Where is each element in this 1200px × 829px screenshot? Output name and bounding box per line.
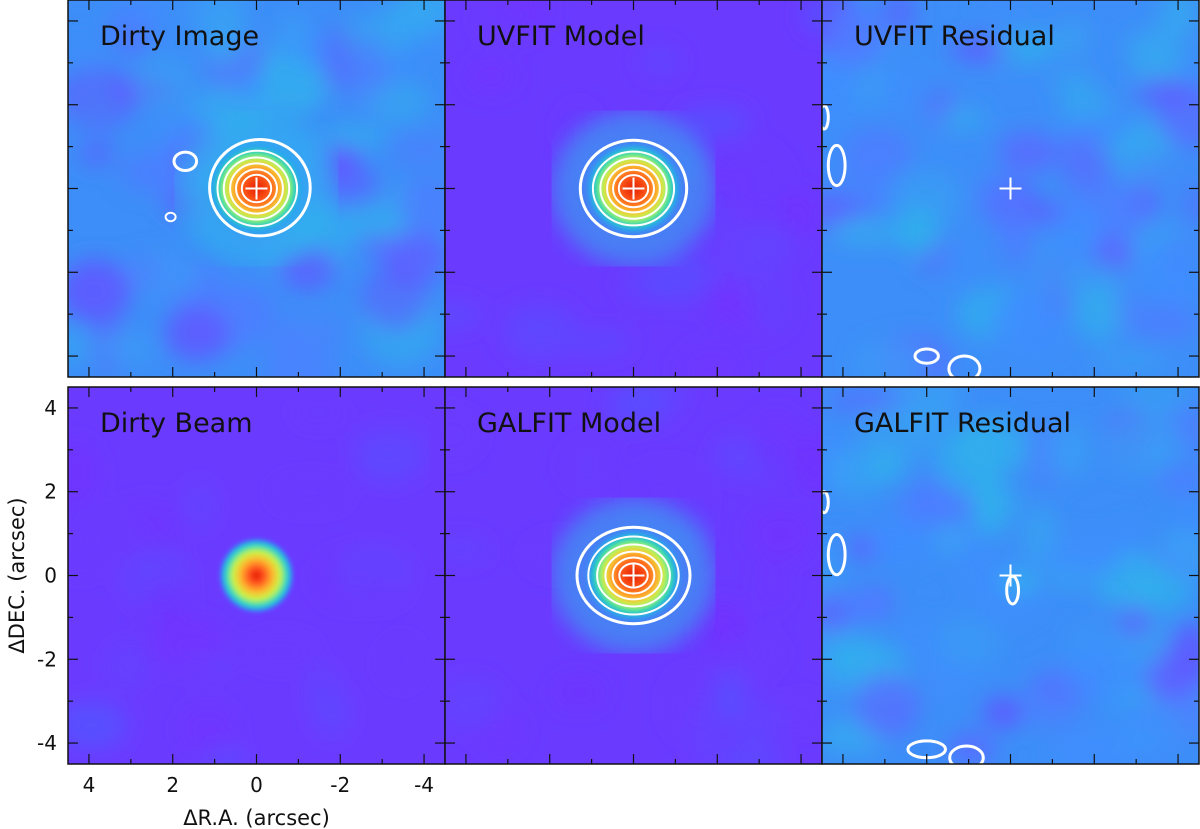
dirty-beam-texture: [68, 398, 430, 764]
galfit-model-contour-2: [596, 543, 671, 608]
y-axis-label: ΔDEC. (arcsec): [5, 497, 29, 653]
galfit-residual-texture: [822, 387, 1199, 764]
galfit-residual-title: GALFIT Residual: [854, 408, 1071, 439]
panel-galfit-residual: GALFIT Residual: [821, 386, 1200, 765]
dirty-beam-source: [218, 537, 295, 614]
y-tick-label: 0: [44, 564, 57, 588]
galfit-residual-frame: [821, 386, 1200, 765]
x-tick-label: -4: [414, 773, 434, 797]
axes-layer: 4 2 0 -2 -4 4 2 0 -2 -4 ΔR.A. (arcsec) ΔDEC. (arcse…: [5, 396, 434, 829]
x-tick-label: 4: [83, 773, 96, 797]
galfit-residual-contour-0: [826, 533, 847, 577]
x-tick-label: -2: [330, 773, 350, 797]
galfit-model-contour-1: [587, 535, 680, 616]
uvfit-residual-contour-0: [826, 143, 847, 188]
panel-galfit-model: GALFIT Model: [444, 386, 823, 765]
galfit-model-ticks: [445, 387, 822, 764]
uvfit-residual-contour-3: [947, 354, 982, 377]
panels-layer: Dirty Image UVFIT Model UVFIT Residual Dirt…: [67, 0, 1200, 765]
uvfit-model-contour-4: [612, 168, 655, 209]
y-tick-label: 4: [44, 396, 57, 420]
dirty-image-contour-5: [240, 173, 273, 204]
uvfit-model-contour-3: [606, 163, 661, 214]
y-tick-label: -2: [37, 647, 57, 671]
dirty-image-contour-1: [216, 149, 299, 228]
uvfit-model-contour-5: [617, 174, 650, 203]
dirty-image-contour-7: [164, 211, 177, 223]
dirty-image-title: Dirty Image: [100, 21, 259, 52]
galfit-model-title: GALFIT Model: [477, 408, 661, 439]
uvfit-model-contour-1: [591, 150, 676, 227]
x-tick-label: 2: [166, 773, 179, 797]
uvfit-model-contour-2: [599, 157, 668, 220]
dirty-image-center-cross: [245, 177, 268, 200]
uvfit-residual-center-cross: [999, 177, 1022, 200]
uvfit-model-contour-0: [578, 138, 689, 239]
galfit-residual-ticks: [822, 387, 1199, 764]
galfit-residual-center-cross: [999, 564, 1022, 587]
uvfit-residual-ticks: [822, 0, 1199, 377]
uvfit-residual-texture: [822, 0, 1199, 377]
dirty-image-contour-2: [222, 156, 291, 221]
uvfit-residual-title: UVFIT Residual: [854, 21, 1055, 52]
panel-uvfit-residual: UVFIT Residual: [821, 0, 1200, 378]
galfit-model-center-cross: [622, 564, 645, 587]
galfit-model-contour-4: [611, 556, 656, 595]
dirty-image-contour-6: [172, 150, 199, 173]
x-tick-label: 0: [250, 773, 263, 797]
galfit-model-contour-5: [618, 562, 649, 589]
panel-dirty-image: Dirty Image: [67, 0, 446, 378]
uvfit-model-title: UVFIT Model: [477, 21, 645, 52]
dirty-image-contour-3: [229, 162, 284, 215]
galfit-residual-contour-4: [948, 744, 985, 764]
dirty-image-ticks: [68, 0, 445, 377]
uvfit-model-center-cross: [622, 177, 645, 200]
uvfit-residual-contour-2: [913, 347, 940, 365]
panel-uvfit-model: UVFIT Model: [444, 0, 823, 378]
uvfit-model-ticks: [445, 0, 822, 377]
dirty-image-contour-4: [235, 168, 278, 209]
dirty-beam-title: Dirty Beam: [100, 408, 253, 439]
uvfit-residual-contour-1: [822, 104, 830, 131]
dirty-beam-ticks: [68, 387, 445, 764]
panel-dirty-beam: Dirty Beam: [67, 386, 446, 765]
galfit-model-contour-3: [604, 550, 663, 601]
x-axis-label: ΔR.A. (arcsec): [183, 806, 330, 829]
galfit-model-contour-0: [575, 525, 692, 626]
uvfit-residual-frame: [821, 0, 1200, 378]
dirty-image-contour-0: [208, 138, 312, 238]
y-tick-label: -4: [37, 731, 57, 755]
y-tick-label: 2: [44, 480, 57, 504]
